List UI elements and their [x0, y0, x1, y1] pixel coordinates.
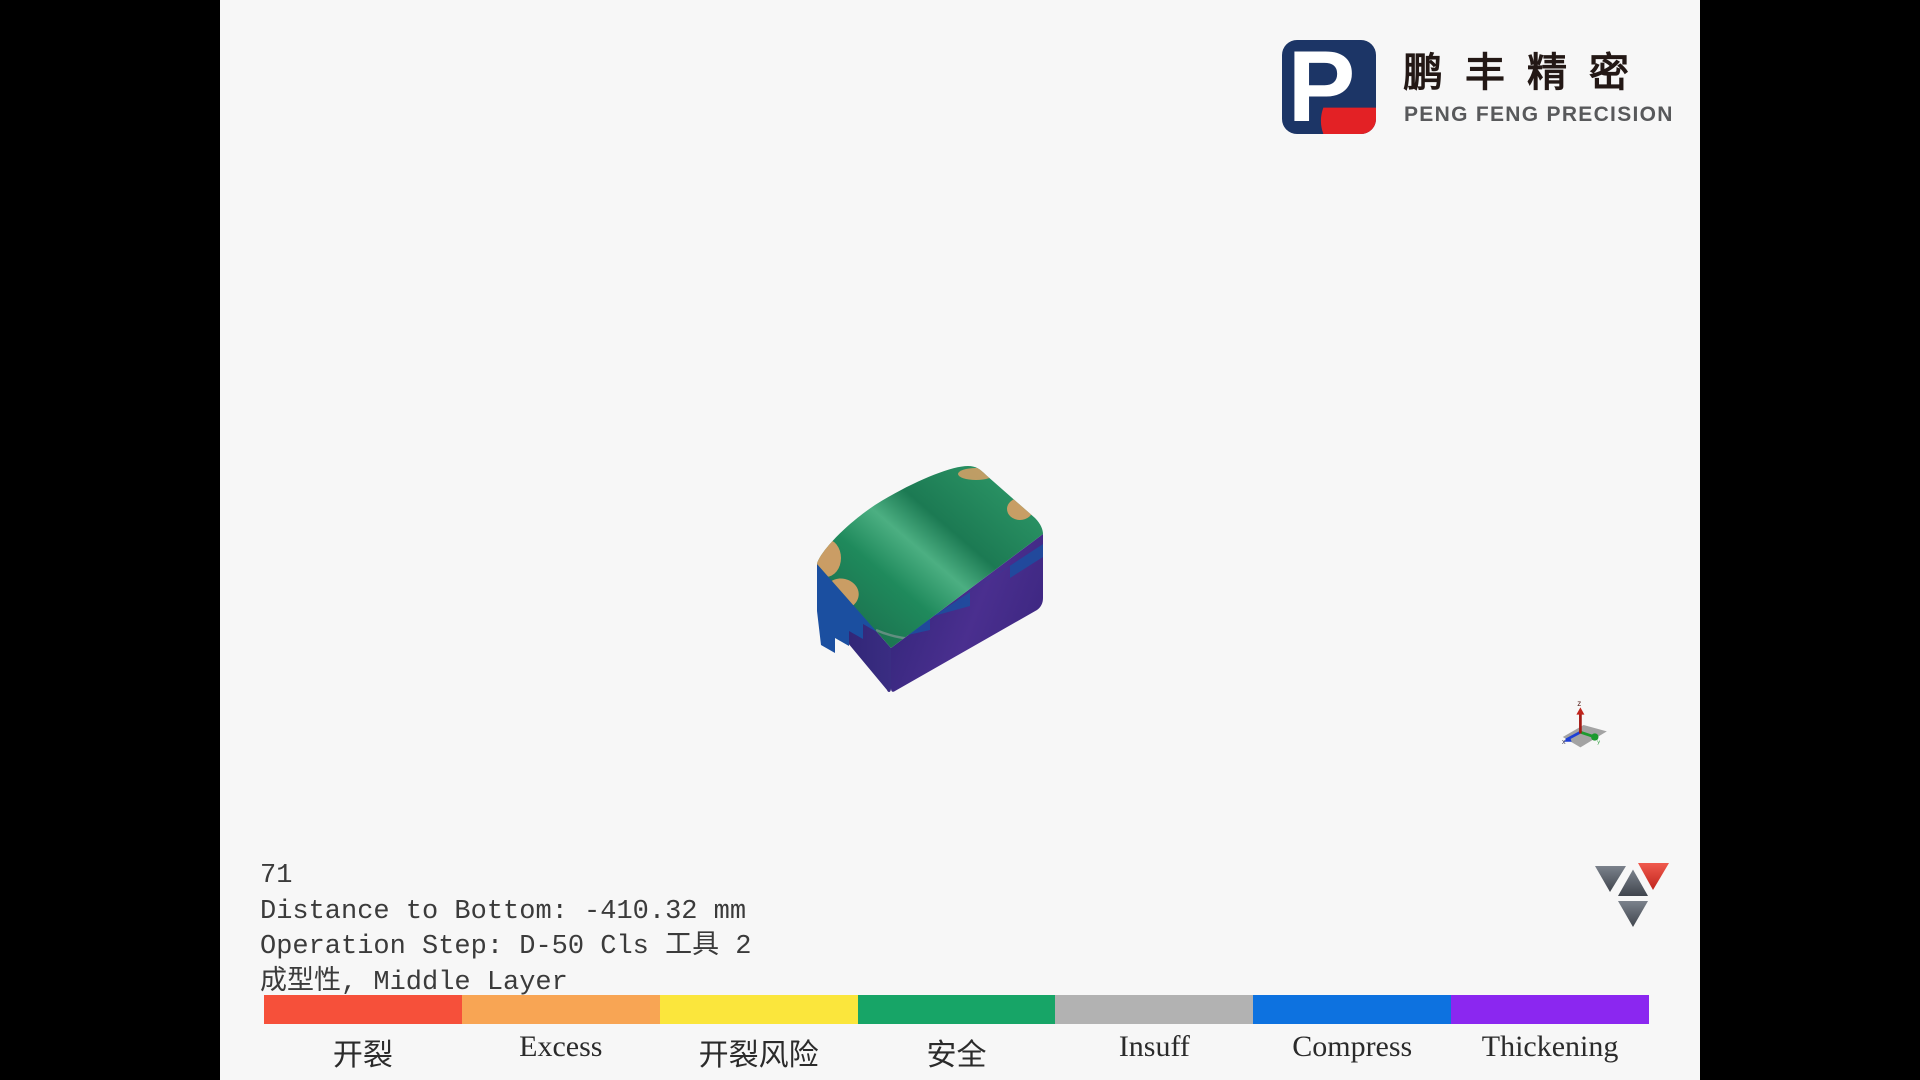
- svg-text:y: y: [1597, 739, 1600, 745]
- svg-text:z: z: [1577, 701, 1581, 708]
- svg-text:x: x: [1562, 737, 1566, 746]
